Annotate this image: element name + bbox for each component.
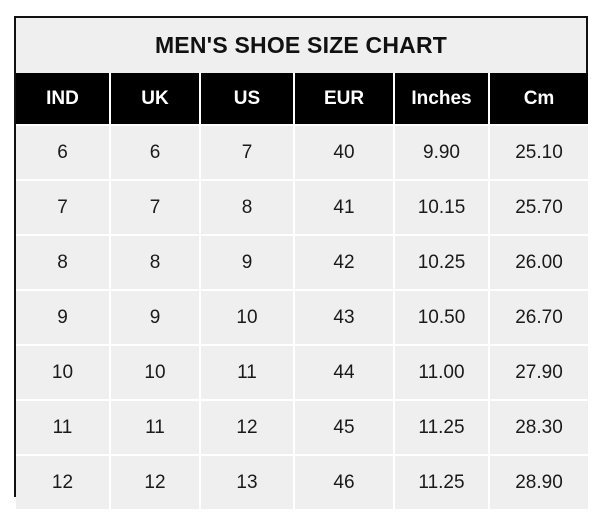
table-row: 6 6 7 40 9.90 25.10	[16, 125, 588, 181]
table-row: 10 10 11 44 11.00 27.90	[16, 345, 588, 401]
cell-ind: 9	[16, 290, 111, 346]
table-row: 7 7 8 41 10.15 25.70	[16, 180, 588, 236]
cell-ind: 11	[16, 400, 111, 456]
cell-uk: 7	[110, 180, 201, 236]
column-header-us: US	[200, 73, 295, 126]
cell-cm: 27.90	[489, 345, 588, 401]
cell-us: 7	[200, 125, 295, 181]
table-header: IND UK US EUR Inches Cm	[16, 73, 588, 126]
table-row: 8 8 9 42 10.25 26.00	[16, 235, 588, 291]
chart-title-bar: MEN'S SHOE SIZE CHART	[16, 18, 586, 73]
cell-eur: 41	[294, 180, 395, 236]
column-header-eur: EUR	[294, 73, 395, 126]
cell-cm: 25.70	[489, 180, 588, 236]
cell-inches: 10.50	[394, 290, 490, 346]
cell-cm: 26.70	[489, 290, 588, 346]
cell-uk: 11	[110, 400, 201, 456]
cell-eur: 44	[294, 345, 395, 401]
cell-uk: 8	[110, 235, 201, 291]
cell-us: 13	[200, 455, 295, 509]
shoe-size-chart: MEN'S SHOE SIZE CHART IND UK US EUR Inch…	[14, 16, 588, 509]
cell-uk: 9	[110, 290, 201, 346]
cell-uk: 10	[110, 345, 201, 401]
cell-ind: 12	[16, 455, 111, 509]
cell-eur: 45	[294, 400, 395, 456]
size-chart-table: IND UK US EUR Inches Cm 6 6 7 40 9.90 25…	[16, 73, 588, 509]
cell-ind: 10	[16, 345, 111, 401]
cell-ind: 7	[16, 180, 111, 236]
cell-us: 11	[200, 345, 295, 401]
cell-inches: 11.25	[394, 455, 490, 509]
column-header-inches: Inches	[394, 73, 490, 126]
table-body: 6 6 7 40 9.90 25.10 7 7 8 41 10.15 25.70…	[16, 125, 588, 509]
cell-eur: 42	[294, 235, 395, 291]
cell-uk: 6	[110, 125, 201, 181]
cell-us: 8	[200, 180, 295, 236]
cell-us: 10	[200, 290, 295, 346]
cell-cm: 25.10	[489, 125, 588, 181]
table-row: 11 11 12 45 11.25 28.30	[16, 400, 588, 456]
table-row: 12 12 13 46 11.25 28.90	[16, 455, 588, 509]
header-row: IND UK US EUR Inches Cm	[16, 73, 588, 126]
cell-inches: 10.25	[394, 235, 490, 291]
cell-cm: 26.00	[489, 235, 588, 291]
cell-uk: 12	[110, 455, 201, 509]
cell-inches: 11.25	[394, 400, 490, 456]
cell-inches: 10.15	[394, 180, 490, 236]
cell-ind: 6	[16, 125, 111, 181]
column-header-uk: UK	[110, 73, 201, 126]
cell-us: 9	[200, 235, 295, 291]
cell-us: 12	[200, 400, 295, 456]
table-row: 9 9 10 43 10.50 26.70	[16, 290, 588, 346]
cell-inches: 9.90	[394, 125, 490, 181]
column-header-ind: IND	[16, 73, 111, 126]
cell-ind: 8	[16, 235, 111, 291]
page-title: MEN'S SHOE SIZE CHART	[154, 32, 448, 58]
cell-inches: 11.00	[394, 345, 490, 401]
cell-eur: 40	[294, 125, 395, 181]
column-header-cm: Cm	[489, 73, 588, 126]
cell-cm: 28.90	[515, 471, 563, 493]
cell-eur: 46	[294, 455, 395, 509]
cell-cm: 28.30	[489, 400, 588, 456]
cell-eur: 43	[294, 290, 395, 346]
